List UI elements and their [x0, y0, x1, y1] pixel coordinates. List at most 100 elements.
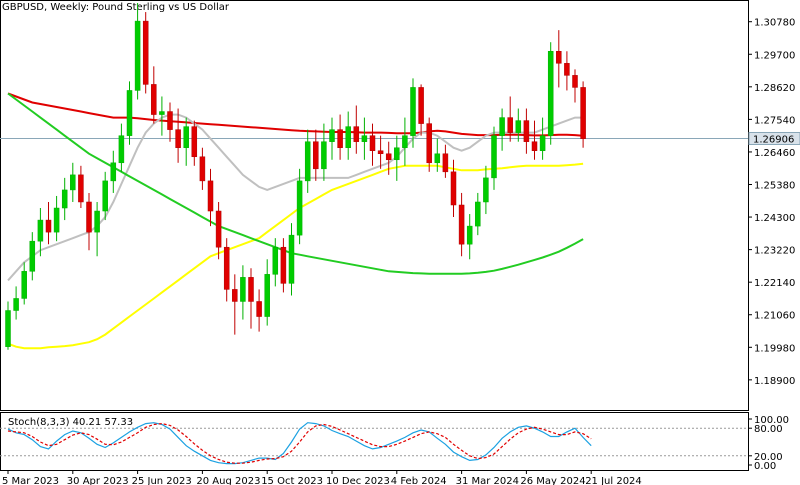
price-tick-label: 1.24300 — [754, 213, 795, 224]
time-tick-label: 31 Mar 2024 — [456, 476, 519, 485]
price-tick-label: 1.23220 — [754, 246, 795, 257]
main-frame — [0, 0, 749, 411]
stoch-signal-line — [7, 422, 592, 464]
candle-body — [142, 20, 149, 85]
candle-body — [151, 84, 157, 115]
stoch-tick-label: 100.00 — [754, 415, 789, 426]
candle-body — [94, 210, 100, 233]
candle-body — [410, 87, 416, 136]
candle-body — [304, 141, 311, 182]
stoch-frame — [0, 412, 749, 471]
ma-line — [7, 113, 584, 282]
time-tick-label: 4 Feb 2024 — [391, 476, 447, 485]
price-tick-label: 1.21060 — [754, 311, 795, 322]
candle-body — [199, 156, 206, 182]
candle-body — [232, 289, 238, 302]
candle-body — [434, 153, 441, 164]
candle-body — [223, 246, 230, 290]
price-tick-label: 1.19980 — [754, 343, 795, 354]
candle-body — [296, 180, 303, 236]
price-tick-label: 1.29700 — [754, 50, 795, 61]
candle-body — [110, 162, 117, 182]
candle-body — [288, 234, 295, 284]
price-tick-label: 1.26460 — [754, 148, 795, 159]
candle-body — [86, 201, 92, 233]
candle-body — [377, 150, 384, 154]
candle-body — [175, 129, 181, 148]
stoch-tick-label: 0.00 — [754, 461, 776, 472]
price-tick-label: 1.22140 — [754, 278, 795, 289]
candle-body — [547, 51, 554, 136]
candle-body — [337, 129, 343, 148]
candle-body — [564, 63, 570, 76]
price-tick-label: 1.30780 — [754, 18, 795, 29]
candle-body — [78, 174, 84, 203]
current-price-label: 1.26906 — [753, 134, 794, 145]
candle-body — [191, 126, 198, 158]
price-tick-label: 1.28620 — [754, 83, 795, 94]
current-price-box — [748, 131, 800, 145]
candle-body — [361, 135, 368, 142]
candle-body — [21, 271, 27, 299]
price-tick-label: 1.18900 — [754, 376, 795, 387]
candle-body — [102, 180, 108, 212]
candle-body — [442, 153, 449, 173]
candle-body — [580, 87, 586, 139]
candle-body — [426, 123, 432, 164]
chart-title: GBPUSD, Weekly: Pound Sterling vs US Dol… — [2, 2, 230, 13]
candle-body — [353, 126, 360, 142]
candle-body — [159, 111, 165, 115]
candle-body — [272, 246, 279, 275]
candle-body — [418, 87, 424, 124]
time-tick-label: 30 Apr 2023 — [67, 476, 129, 485]
candle-body — [264, 274, 270, 317]
time-tick-label: 25 Jun 2023 — [132, 476, 192, 485]
candle-body — [572, 75, 578, 88]
candle-body — [126, 90, 133, 136]
candle-body — [167, 111, 173, 130]
candle-body — [207, 180, 214, 212]
candle-body — [345, 126, 351, 148]
candle-body — [183, 126, 189, 148]
time-tick-label: 15 Oct 2023 — [261, 476, 323, 485]
candle-body — [256, 301, 262, 317]
candle-body — [458, 204, 465, 245]
candle-body — [499, 117, 505, 136]
time-tick-label: 20 Aug 2023 — [196, 476, 260, 485]
price-tick-label: 1.27540 — [754, 115, 795, 126]
candle-body — [37, 219, 44, 242]
candle-body — [539, 135, 546, 151]
candle-body — [13, 298, 19, 311]
candle-body — [515, 120, 522, 133]
candle-body — [5, 310, 11, 347]
price-tick-label: 1.25380 — [754, 181, 795, 192]
candle-body — [118, 135, 125, 164]
candle-body — [329, 129, 335, 142]
candle-body — [280, 246, 287, 284]
candle-body — [369, 135, 376, 151]
candle-body — [240, 277, 246, 302]
candle-body — [531, 141, 538, 151]
candle-body — [53, 207, 60, 233]
candle-body — [523, 120, 530, 142]
candle-body — [45, 219, 52, 233]
time-tick-label: 5 Mar 2023 — [2, 476, 59, 485]
ma-line — [7, 92, 584, 137]
ma-line — [7, 162, 584, 350]
candle-body — [466, 225, 473, 245]
time-tick-label: 26 May 2024 — [520, 476, 585, 485]
candle-body — [29, 240, 36, 272]
candle-body — [475, 201, 481, 227]
stoch-tick-label: 80.00 — [754, 424, 783, 435]
time-tick-label: 10 Dec 2023 — [326, 476, 390, 485]
candle-body — [248, 277, 254, 302]
ma-line — [7, 92, 584, 275]
candle-body — [313, 141, 319, 170]
time-tick-label: 21 Jul 2024 — [585, 476, 642, 485]
candle-body — [321, 141, 327, 170]
candle-body — [215, 210, 222, 248]
stoch-tick-label: 20.00 — [754, 452, 783, 463]
candle-body — [450, 171, 457, 206]
